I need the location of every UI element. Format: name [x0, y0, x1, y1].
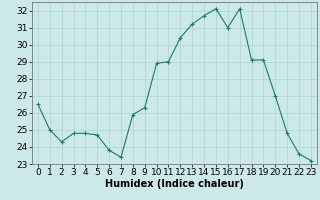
X-axis label: Humidex (Indice chaleur): Humidex (Indice chaleur) [105, 179, 244, 189]
